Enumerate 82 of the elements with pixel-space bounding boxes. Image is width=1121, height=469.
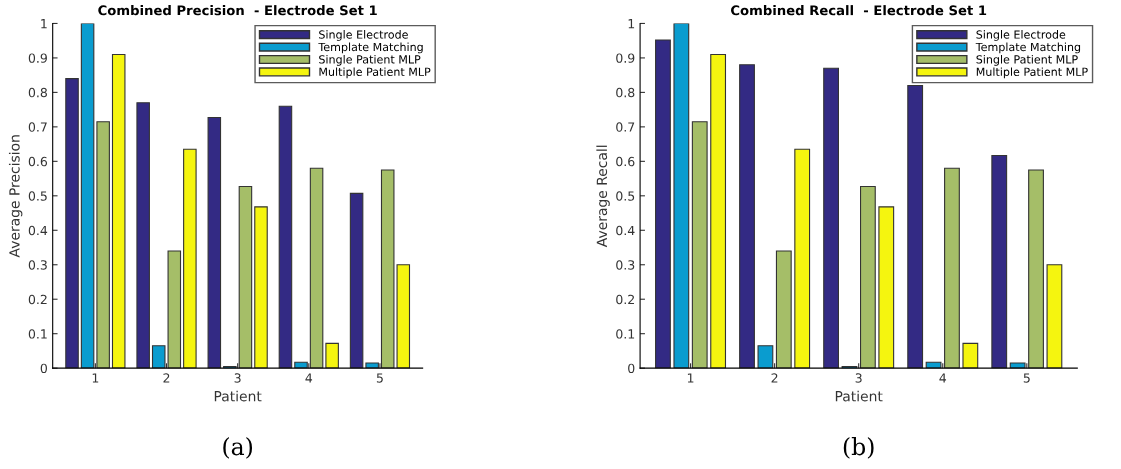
y-tick-label: 0.5	[616, 191, 635, 201]
bar	[183, 148, 197, 369]
y-tick-label: 0.4	[28, 225, 48, 236]
y-tick-label: 0.4	[616, 225, 635, 236]
x-tick-label: 2	[771, 373, 778, 383]
y-tick-label: 0.7	[616, 122, 635, 132]
y-tick-label: 0	[40, 363, 47, 374]
x-tick-label: 4	[939, 373, 947, 383]
y-tick-label: 0.9	[616, 53, 635, 63]
legend-label: Multiple Patient MLP	[319, 67, 431, 79]
legend-label: Single Patient MLP	[319, 54, 421, 66]
x-axis-title: Patient	[835, 390, 883, 402]
legend-label: Single Electrode	[319, 30, 408, 41]
y-tick-label: 0.8	[616, 87, 635, 98]
bar	[1028, 169, 1044, 369]
bar	[655, 39, 671, 369]
x-tick-label: 5	[1023, 373, 1030, 383]
bar	[962, 342, 979, 369]
bar	[907, 84, 924, 369]
legend-label: Template Matching	[318, 42, 423, 54]
bar	[365, 362, 379, 369]
legend-label: Single Electrode	[976, 30, 1066, 41]
y-tick-label: 0.1	[616, 329, 635, 339]
bar	[111, 53, 126, 369]
y-tick-label: 0.8	[28, 87, 47, 98]
bar	[757, 345, 774, 369]
bar	[207, 117, 222, 369]
y-tick-label: 1	[41, 19, 47, 29]
bar	[238, 185, 253, 369]
x-tick-label: 2	[163, 373, 170, 383]
y-tick-label: 0.6	[616, 156, 635, 167]
y-tick-label: 1	[628, 19, 635, 29]
chart-title: Combined Recall - Electrode Set 1	[731, 5, 987, 16]
bar	[349, 192, 364, 369]
bar	[823, 67, 840, 369]
y-tick-label: 0.9	[28, 53, 47, 63]
bar	[80, 23, 95, 369]
bar	[309, 167, 324, 369]
y-tick-label: 0.1	[28, 329, 47, 339]
bar	[691, 121, 708, 369]
bar	[325, 342, 339, 369]
legend-label: Multiple Patient MLP	[976, 67, 1088, 79]
bar	[65, 78, 79, 369]
bar	[96, 121, 110, 369]
chart-title: Combined Precision - Electrode Set 1	[98, 5, 377, 16]
bar	[794, 148, 811, 369]
bar	[136, 102, 150, 369]
bar	[991, 154, 1008, 369]
legend-label: Template Matching	[975, 42, 1081, 54]
x-tick-label: 3	[855, 373, 862, 383]
legend-label: Single Patient MLP	[976, 54, 1078, 66]
y-axis-title: Average Recall	[596, 145, 610, 248]
bar	[278, 105, 293, 369]
text: (a)	[223, 437, 253, 459]
x-tick-label: 4	[305, 373, 313, 383]
y-tick-label: 0.7	[28, 122, 47, 132]
y-tick-label: 0.3	[616, 260, 635, 270]
x-tick-label: 1	[687, 373, 694, 383]
y-tick-label: 0	[628, 363, 635, 374]
bar	[1046, 264, 1063, 369]
y-tick-label: 0.2	[616, 294, 634, 305]
bar	[254, 206, 268, 369]
bar	[710, 53, 727, 369]
bar	[859, 185, 876, 369]
bar	[739, 64, 755, 369]
bar	[294, 361, 308, 369]
bar	[1009, 362, 1026, 369]
text: (b)	[843, 437, 874, 459]
bar	[878, 206, 895, 369]
bar	[944, 167, 960, 369]
bar	[925, 361, 942, 369]
y-tick-label: 0.6	[28, 156, 48, 167]
y-axis-title: Average Precision	[8, 135, 23, 258]
bar	[673, 23, 690, 369]
x-axis-title: Patient	[214, 390, 262, 402]
x-tick-label: 5	[376, 373, 383, 383]
x-tick-label: 3	[234, 373, 241, 383]
x-tick-label: 1	[92, 373, 99, 383]
y-tick-label: 0.2	[28, 294, 47, 305]
y-tick-label: 0.3	[28, 260, 47, 270]
y-tick-label: 0.5	[28, 191, 47, 201]
bar	[775, 250, 792, 369]
